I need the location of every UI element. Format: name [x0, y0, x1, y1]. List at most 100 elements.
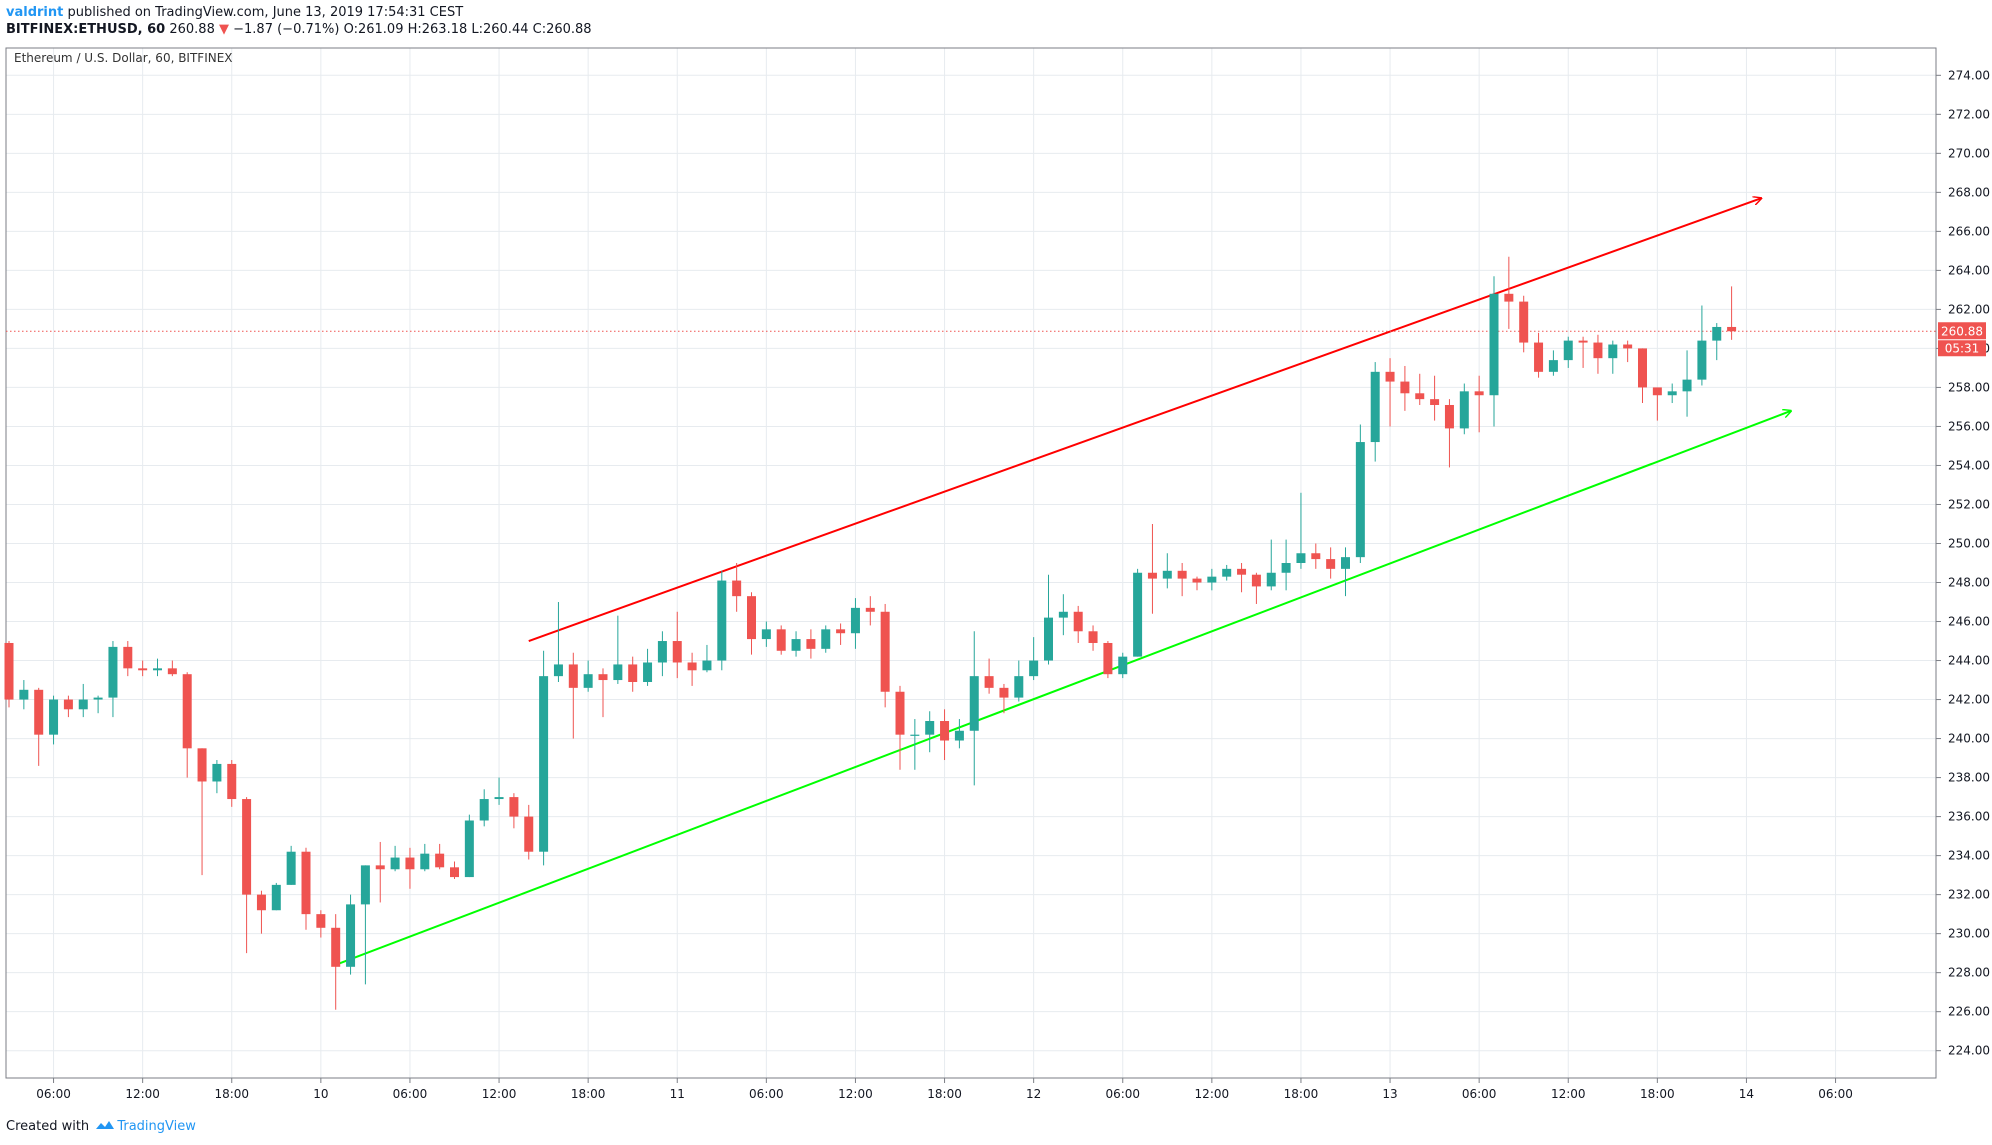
- candle-body: [1014, 676, 1024, 698]
- tradingview-brand-link[interactable]: TradingView: [117, 1119, 196, 1134]
- x-tick-label: 12: [1026, 1087, 1041, 1101]
- candle-body: [613, 664, 623, 681]
- candle-body: [182, 674, 192, 749]
- y-tick-label: 224.00: [1948, 1044, 1990, 1058]
- x-tick-label: 12:00: [1551, 1087, 1586, 1101]
- x-tick-label: 12:00: [838, 1087, 873, 1101]
- candle-up: [212, 760, 222, 794]
- candle-body: [1444, 404, 1454, 429]
- candle-body: [702, 660, 712, 671]
- candle-body: [316, 914, 326, 928]
- candle-down: [375, 841, 385, 903]
- candle-body: [390, 857, 400, 870]
- candle-body: [776, 629, 786, 651]
- candle-down: [1326, 547, 1336, 579]
- down-arrow-icon: ▼: [219, 22, 229, 37]
- candle-body: [1385, 371, 1395, 382]
- candle-body: [598, 674, 608, 681]
- x-tick-label: 06:00: [1462, 1087, 1497, 1101]
- candle-body: [1251, 574, 1261, 587]
- x-tick-label: 06:00: [749, 1087, 784, 1101]
- x-tick-label: 12:00: [125, 1087, 160, 1101]
- candle-down: [509, 793, 519, 829]
- candle-down: [316, 910, 326, 938]
- candle-down: [331, 914, 341, 1010]
- candle-body: [286, 851, 296, 885]
- candle-up: [19, 680, 29, 710]
- price-axis[interactable]: 274.00 272.00 270.00 268.00 266.00 264.00 262.…: [1936, 68, 1990, 1058]
- y-tick-label: 248.00: [1948, 576, 1990, 590]
- candle-body: [153, 668, 162, 671]
- candle-body: [1712, 326, 1722, 341]
- lower-trendline: [335, 411, 1791, 966]
- candle-up: [910, 719, 920, 770]
- candle-up: [643, 648, 653, 686]
- candle-body: [1133, 572, 1143, 657]
- candle-down: [776, 625, 786, 655]
- candle-body: [761, 629, 771, 640]
- candle-up: [1712, 323, 1722, 361]
- y-tick-label: 234.00: [1948, 849, 1990, 863]
- candle-body: [1489, 293, 1499, 396]
- candle-body: [1326, 559, 1336, 569]
- candle-down: [1519, 295, 1529, 353]
- candle-up: [1222, 564, 1232, 581]
- candle-down: [182, 672, 192, 778]
- change-value: −1.87 (−0.71%): [233, 22, 340, 37]
- candle-up: [1162, 553, 1172, 589]
- x-tick-label: 10: [313, 1087, 328, 1101]
- candle-body: [108, 646, 118, 698]
- candle-up: [360, 865, 370, 985]
- author-link[interactable]: valdrint: [6, 5, 64, 20]
- candle-body: [212, 763, 222, 782]
- candle-body: [1162, 570, 1172, 579]
- y-tick-label: 228.00: [1948, 966, 1990, 980]
- ohlc-values: O:261.09 H:263.18 L:260.44 C:260.88: [343, 22, 592, 37]
- candle-body: [1207, 576, 1217, 583]
- candle-body: [984, 676, 994, 688]
- candle-body: [1474, 391, 1484, 396]
- candle-up: [1044, 574, 1053, 665]
- last-price-badge-label: 260.88: [1941, 324, 1983, 338]
- time-axis[interactable]: 06:00 12:00 18:00 10 06:00 12:00 18:00 11 06:00 1…: [36, 1078, 1853, 1101]
- candle-down: [123, 641, 133, 677]
- candle-down: [405, 847, 415, 889]
- y-tick-label: 250.00: [1948, 536, 1990, 550]
- candle-body: [1519, 301, 1529, 343]
- candle-body: [360, 865, 370, 905]
- y-tick-label: 262.00: [1948, 302, 1990, 316]
- candle-body: [4, 642, 14, 700]
- candle-down: [999, 683, 1009, 714]
- candle-up: [761, 621, 771, 647]
- candle-body: [791, 639, 801, 651]
- candle-down: [1474, 375, 1484, 433]
- publish-header: valdrint published on TradingView.com, J…: [6, 4, 592, 38]
- candle-body: [1341, 557, 1350, 569]
- candle-body: [1563, 340, 1573, 361]
- candle-body: [1727, 326, 1737, 332]
- candle-body: [405, 857, 415, 870]
- candle-up: [1563, 336, 1573, 368]
- candle-up: [969, 631, 979, 786]
- candle-down: [940, 709, 950, 761]
- candle-down: [1534, 332, 1544, 378]
- y-tick-label: 244.00: [1948, 654, 1990, 668]
- candle-body: [1237, 568, 1247, 575]
- candle-down: [687, 652, 697, 686]
- candle-body: [687, 662, 697, 671]
- candle-body: [49, 699, 59, 735]
- candle-body: [1667, 391, 1677, 396]
- candle-body: [1415, 393, 1425, 400]
- candle-down: [984, 658, 994, 694]
- candle-up: [479, 789, 489, 827]
- candle-up: [1608, 340, 1618, 374]
- candle-down: [1103, 641, 1113, 679]
- y-tick-label: 256.00: [1948, 419, 1990, 433]
- candle-down: [806, 629, 816, 659]
- upper-trendline: [528, 198, 1762, 642]
- y-tick-label: 270.00: [1948, 146, 1990, 160]
- candle-up: [494, 777, 504, 805]
- x-tick-label: 18:00: [1284, 1087, 1319, 1101]
- candle-down: [256, 890, 266, 934]
